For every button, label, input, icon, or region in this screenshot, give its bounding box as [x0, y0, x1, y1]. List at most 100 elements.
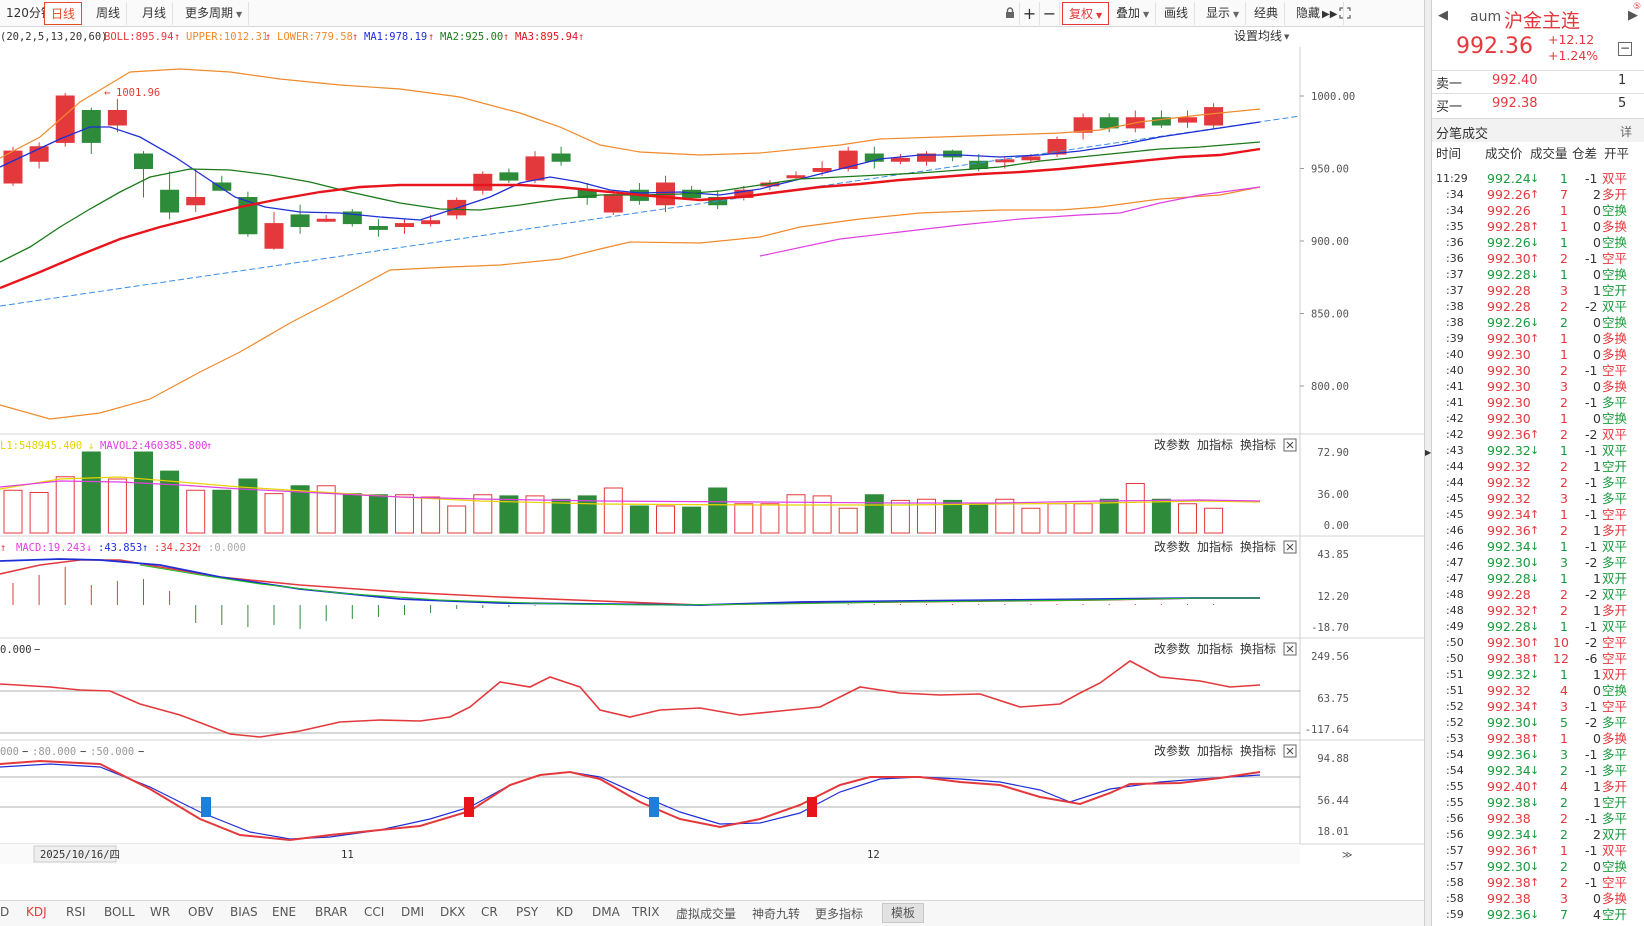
indicator-tab-11[interactable]: DKX: [440, 905, 466, 919]
edit-params-button[interactable]: 改参数: [1154, 539, 1190, 554]
period-monthly-button[interactable]: 月线: [136, 2, 174, 25]
tick-time: :57: [1446, 844, 1464, 857]
bid-volume: 5: [1618, 96, 1627, 111]
tick-row: :35 992.28 ↑ 1 0 多换: [1432, 219, 1644, 235]
indicator-tab-4[interactable]: WR: [150, 905, 171, 919]
minimize-icon[interactable]: −: [1618, 41, 1632, 56]
ticks-column-headers: 时间 成交价 成交量 仓差 开平: [1432, 143, 1644, 161]
tick-volume: 1: [1560, 539, 1568, 554]
panel-divider[interactable]: ▶: [1424, 0, 1432, 926]
indicator-tab-19[interactable]: 更多指标: [815, 907, 864, 921]
up-arrow-icon: ↑: [578, 31, 584, 43]
more-periods-dropdown[interactable]: 更多周期 ▼: [179, 2, 250, 25]
collapse-arrow-icon[interactable]: ▶: [1425, 448, 1432, 457]
down-arrow-icon: ↓: [1530, 716, 1540, 729]
classic-button[interactable]: 经典: [1248, 2, 1286, 25]
tick-open-close: 双平: [1602, 443, 1628, 458]
tick-oi-change: 1: [1593, 459, 1601, 474]
indicator-tab-6[interactable]: BIAS: [230, 905, 258, 919]
tick-volume: 1: [1560, 203, 1568, 218]
adjust-rights-dropdown[interactable]: 复权 ▼: [1062, 2, 1110, 25]
fullscreen-icon[interactable]: [1334, 2, 1356, 25]
prev-arrow-icon[interactable]: ◀: [1438, 8, 1448, 23]
ma2-line: [0, 141, 1261, 263]
tick-open-close: 多换: [1602, 219, 1628, 234]
indicator-tab-17[interactable]: 虚拟成交量: [676, 907, 737, 921]
price-tick-label: 950.00: [1311, 164, 1349, 176]
axis-tick-label: 43.85: [1317, 549, 1349, 561]
tick-row: :46 992.36 ↑ 2 1 多开: [1432, 523, 1644, 539]
indicator-tab-8[interactable]: BRAR: [315, 905, 348, 919]
candle-body: [186, 197, 206, 206]
chevron-down-icon: ▼: [1143, 10, 1150, 19]
down-arrow-icon: ↓: [1530, 620, 1540, 633]
indicator-tab-7[interactable]: ENE: [272, 905, 297, 919]
tick-time: :56: [1446, 812, 1464, 825]
tick-row: :48 992.28 2 -2 双平: [1432, 587, 1644, 603]
kdj-value-c: :50.000: [90, 746, 134, 758]
change-indicator-button[interactable]: 换指标: [1240, 437, 1276, 452]
change-indicator-button[interactable]: 换指标: [1240, 641, 1276, 656]
scroll-right-icon[interactable]: ≫: [1342, 850, 1352, 861]
cci-line: [0, 660, 1261, 738]
indicator-tab-10[interactable]: DMI: [401, 905, 425, 919]
period-daily-button[interactable]: 日线: [44, 2, 83, 25]
edit-params-button[interactable]: 改参数: [1154, 743, 1190, 758]
tick-row: :44 992.32 2 1 空开: [1432, 459, 1644, 475]
hide-button[interactable]: 隐藏 ▶▶: [1290, 2, 1345, 25]
tick-oi-change: 1: [1593, 283, 1601, 298]
tick-time: :41: [1446, 380, 1464, 393]
add-indicator-button[interactable]: 加指标: [1197, 743, 1233, 758]
tick-time: :47: [1446, 556, 1464, 569]
candle-body: [134, 153, 153, 169]
add-indicator-button[interactable]: 加指标: [1197, 437, 1233, 452]
indicator-tab-16[interactable]: TRIX: [632, 905, 660, 919]
indicator-tab-14[interactable]: KD: [556, 905, 574, 919]
volume-bar: [212, 489, 232, 534]
add-indicator-button[interactable]: 加指标: [1197, 539, 1233, 554]
chevron-down-icon: ▼: [1233, 10, 1240, 19]
indicator-tab-9[interactable]: CCI: [364, 905, 385, 919]
up-arrow-icon: ↑: [1530, 252, 1540, 265]
indicator-tab-2[interactable]: RSI: [66, 905, 86, 919]
volume-bar: [969, 503, 989, 534]
indicator-tab-20[interactable]: 模板: [882, 903, 925, 923]
tick-oi-change: 1: [1593, 667, 1601, 682]
zoom-in-button[interactable]: +: [1020, 2, 1040, 25]
tick-open-close: 双平: [1602, 587, 1628, 602]
tick-open-close: 空换: [1602, 315, 1628, 330]
indicator-tab-0[interactable]: D: [0, 905, 10, 919]
zoom-out-button[interactable]: −: [1040, 2, 1060, 25]
edit-params-button[interactable]: 改参数: [1154, 437, 1190, 452]
next-arrow-icon[interactable]: ▶: [1628, 8, 1638, 23]
change-indicator-button[interactable]: 换指标: [1240, 539, 1276, 554]
down-arrow-icon: ↓: [1530, 908, 1540, 921]
chart-area[interactable]: (20,2,5,13,20,60) BOLL:895.94 ↑ UPPER:10…: [0, 27, 1424, 900]
indicator-tab-18[interactable]: 神奇九转: [752, 907, 801, 921]
change-indicator-button[interactable]: 换指标: [1240, 743, 1276, 758]
tick-open-close: 空换: [1602, 683, 1628, 698]
ma-settings-button[interactable]: 设置均线: [1234, 29, 1282, 43]
tick-time: :48: [1446, 604, 1464, 617]
up-arrow-icon: ↑: [1530, 844, 1540, 857]
indicator-tab-1[interactable]: KDJ: [26, 905, 47, 919]
indicator-tab-5[interactable]: OBV: [188, 905, 214, 919]
overlay-dropdown[interactable]: 叠加 ▼: [1110, 2, 1157, 25]
add-indicator-button[interactable]: 加指标: [1197, 641, 1233, 656]
indicator-tab-15[interactable]: DMA: [592, 905, 620, 919]
indicator-tab-3[interactable]: BOLL: [104, 905, 135, 919]
tick-oi-change: -1: [1585, 763, 1598, 778]
tick-row: :46 992.34 ↓ 1 -1 双平: [1432, 539, 1644, 555]
indicator-tab-13[interactable]: PSY: [516, 905, 539, 919]
detail-button[interactable]: 详: [1620, 125, 1633, 139]
indicator-tab-12[interactable]: CR: [481, 905, 498, 919]
tick-list[interactable]: 11:29 992.24 ↓ 1 -1 双平:34 992.26 ↑ 7 2 多开:34 992.26…: [1432, 171, 1644, 923]
lock-icon[interactable]: [1000, 2, 1020, 25]
period-weekly-button[interactable]: 周线: [90, 2, 128, 25]
down-arrow-icon: ↓: [1530, 572, 1540, 585]
edit-params-button[interactable]: 改参数: [1154, 641, 1190, 656]
display-dropdown[interactable]: 显示 ▼: [1200, 2, 1247, 25]
tick-open-close: 双平: [1602, 843, 1628, 858]
boll-upper-line: [0, 68, 1261, 159]
draw-line-button[interactable]: 画线: [1158, 2, 1196, 25]
